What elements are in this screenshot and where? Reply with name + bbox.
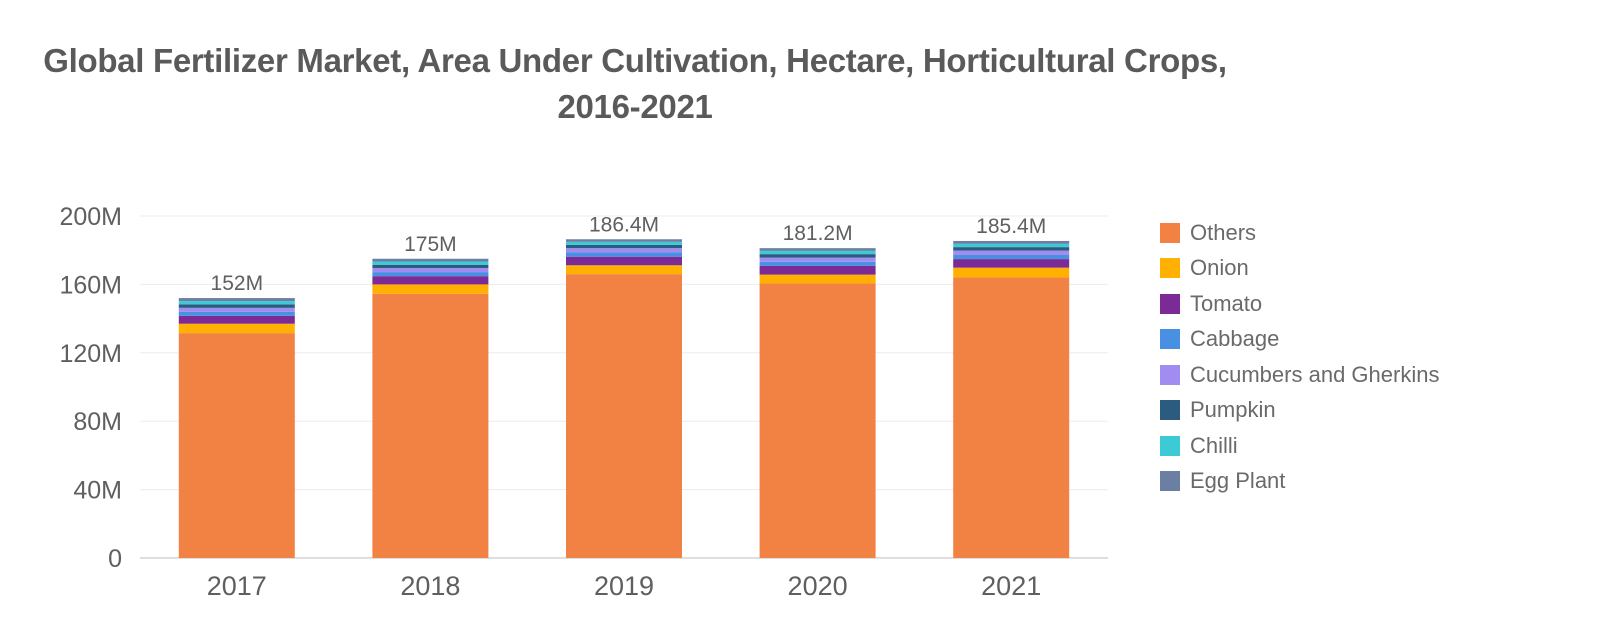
bar-total-label: 175M: [404, 233, 457, 256]
bar-totals: 152M 175M 186.4M 181.2M 185.4M: [211, 213, 1047, 295]
y-tick-label: 200M: [59, 203, 122, 231]
bar-segment-cucumbers-and-gherkins-2020: [759, 257, 876, 262]
legend-label: Onion: [1190, 255, 1249, 281]
legend-label: Egg Plant: [1190, 468, 1286, 494]
legend-label: Cucumbers and Gherkins: [1190, 361, 1440, 387]
bar-segment-cucumbers-and-gherkins-2021: [953, 250, 1070, 255]
legend-item-cabbage: Cabbage: [1160, 322, 1439, 358]
bar-segment-cucumbers-and-gherkins-2017: [178, 307, 295, 312]
legend-swatch: [1160, 435, 1180, 456]
bar-total-label: 186.4M: [589, 213, 659, 236]
bar-segment-egg-plant-2021: [953, 240, 1070, 244]
legend-item-egg-plant: Egg Plant: [1160, 464, 1439, 500]
bar-segment-tomato-2020: [759, 265, 876, 275]
x-tick-label: 2020: [788, 571, 848, 601]
bar-segment-chilli-2020: [759, 250, 876, 255]
bar-segment-egg-plant-2018: [372, 258, 489, 262]
bar-segment-egg-plant-2019: [566, 239, 682, 242]
bar-segment-onion-2018: [372, 284, 489, 294]
x-tick-label: 2021: [981, 571, 1041, 601]
bar-segment-onion-2019: [566, 265, 682, 275]
bar-segment-pumpkin-2019: [566, 244, 682, 249]
bar-segment-egg-plant-2017: [178, 298, 295, 302]
bar-total-label: 152M: [211, 272, 264, 295]
bar-segment-chilli-2017: [178, 301, 295, 305]
y-tick-label: 80M: [73, 408, 122, 436]
y-tick-label: 40M: [73, 477, 122, 505]
x-tick-label: 2018: [400, 571, 460, 601]
legend-item-cucumbers-and-gherkins: Cucumbers and Gherkins: [1160, 357, 1439, 393]
bar-segment-cabbage-2020: [759, 261, 876, 266]
bar-segment-chilli-2019: [566, 241, 682, 245]
bar-segment-pumpkin-2021: [953, 247, 1070, 251]
y-tick-label: 0: [108, 545, 122, 573]
legend-swatch: [1160, 222, 1180, 243]
bar-segment-onion-2021: [953, 267, 1070, 278]
x-axis: 2017 2018 2019 2020 2021: [207, 571, 1041, 601]
legend-swatch: [1160, 400, 1180, 421]
legend: Others Onion Tomato Cabbage Cucumbers and Gh…: [1160, 215, 1439, 499]
legend-swatch: [1160, 329, 1180, 350]
bar-segment-pumpkin-2020: [759, 254, 876, 258]
legend-label: Pumpkin: [1190, 397, 1276, 423]
bar-segment-chilli-2018: [372, 261, 489, 265]
legend-label: Tomato: [1190, 290, 1263, 316]
legend-label: Others: [1190, 219, 1257, 245]
bar-segment-pumpkin-2018: [372, 264, 489, 268]
legend-label: Cabbage: [1190, 326, 1280, 352]
bar-segment-tomato-2019: [566, 256, 682, 266]
legend-item-others: Others: [1160, 215, 1439, 251]
legend-swatch: [1160, 293, 1180, 314]
bar-segment-pumpkin-2017: [178, 304, 295, 308]
bar-segment-others-2020: [759, 283, 876, 558]
bar-segment-onion-2017: [178, 323, 295, 334]
bar-segment-others-2017: [178, 333, 295, 558]
bar-segment-others-2018: [372, 293, 489, 558]
bars: [178, 239, 1070, 558]
bar-segment-others-2021: [953, 277, 1070, 558]
x-tick-label: 2017: [207, 571, 267, 601]
legend-item-tomato: Tomato: [1160, 286, 1439, 322]
legend-label: Chilli: [1190, 432, 1238, 458]
bar-segment-cucumbers-and-gherkins-2019: [566, 248, 682, 253]
y-axis: 0 40M 80M 120M 160M 200M: [59, 203, 122, 573]
legend-item-pumpkin: Pumpkin: [1160, 393, 1439, 429]
y-tick-label: 160M: [59, 271, 122, 299]
bar-segment-chilli-2021: [953, 243, 1070, 248]
legend-swatch: [1160, 471, 1180, 492]
chart-title-wrap: Global Fertilizer Market, Area Under Cul…: [0, 38, 1270, 130]
bar-segment-tomato-2017: [178, 315, 295, 324]
bar-segment-cabbage-2021: [953, 254, 1070, 260]
bar-segment-cucumbers-and-gherkins-2018: [372, 267, 489, 273]
bar-segment-egg-plant-2020: [759, 248, 876, 251]
y-tick-label: 120M: [59, 340, 122, 368]
legend-item-onion: Onion: [1160, 251, 1439, 287]
legend-swatch: [1160, 364, 1180, 385]
bar-segment-cabbage-2018: [372, 272, 489, 277]
bar-total-label: 185.4M: [976, 215, 1046, 238]
legend-item-chilli: Chilli: [1160, 428, 1439, 464]
bar-segment-others-2019: [566, 274, 682, 558]
bar-segment-tomato-2018: [372, 276, 489, 285]
bar-segment-cabbage-2017: [178, 311, 295, 316]
chart-title: Global Fertilizer Market, Area Under Cul…: [43, 42, 1227, 125]
bar-segment-onion-2020: [759, 274, 876, 284]
bar-total-label: 181.2M: [783, 222, 853, 245]
x-tick-label: 2019: [594, 571, 654, 601]
bar-segment-cabbage-2019: [566, 252, 682, 257]
legend-swatch: [1160, 258, 1180, 279]
bar-segment-tomato-2021: [953, 259, 1070, 268]
